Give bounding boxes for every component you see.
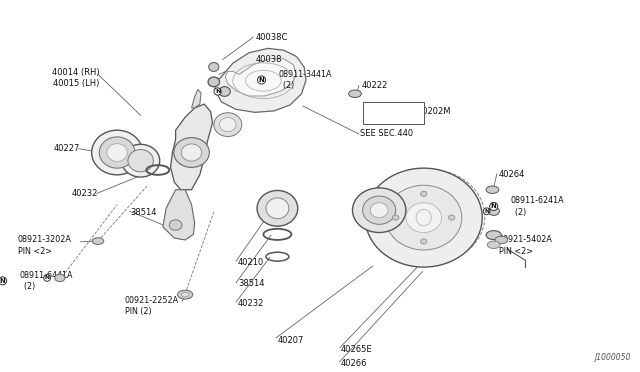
Ellipse shape (219, 87, 230, 96)
Text: N: N (259, 77, 264, 83)
Ellipse shape (220, 118, 236, 132)
Ellipse shape (349, 90, 362, 97)
Polygon shape (225, 59, 296, 96)
Text: N: N (484, 209, 489, 214)
Ellipse shape (92, 130, 143, 175)
Text: 38514: 38514 (130, 208, 156, 217)
Ellipse shape (107, 144, 127, 161)
Text: 40210: 40210 (238, 258, 264, 267)
Text: N: N (491, 203, 497, 209)
Ellipse shape (385, 185, 462, 250)
Ellipse shape (486, 231, 501, 240)
Ellipse shape (128, 150, 154, 172)
Text: 00921-5402A
PIN <2>: 00921-5402A PIN <2> (499, 235, 553, 256)
Polygon shape (163, 190, 195, 240)
Ellipse shape (353, 188, 406, 232)
Text: 40232: 40232 (238, 299, 264, 308)
Text: J1000050: J1000050 (594, 353, 630, 362)
Text: N: N (45, 275, 49, 280)
Ellipse shape (420, 191, 427, 196)
Ellipse shape (449, 215, 455, 220)
Ellipse shape (371, 203, 388, 218)
Text: 40014 (RH)
40015 (LH): 40014 (RH) 40015 (LH) (52, 68, 99, 88)
Text: 40207: 40207 (277, 336, 304, 345)
Ellipse shape (177, 290, 193, 299)
Ellipse shape (365, 168, 482, 267)
Text: 40038: 40038 (255, 55, 282, 64)
Polygon shape (191, 89, 201, 108)
Ellipse shape (266, 198, 289, 219)
Text: 40222: 40222 (362, 81, 388, 90)
Ellipse shape (406, 203, 442, 232)
Ellipse shape (486, 186, 499, 193)
Text: 40266: 40266 (341, 359, 367, 368)
Text: 40202M: 40202M (417, 107, 451, 116)
Ellipse shape (169, 220, 182, 230)
Text: 08911-3441A
  (2): 08911-3441A (2) (278, 70, 332, 90)
Ellipse shape (487, 241, 500, 248)
Polygon shape (170, 104, 212, 190)
Ellipse shape (92, 238, 104, 244)
Ellipse shape (257, 190, 298, 226)
Ellipse shape (55, 274, 65, 282)
Ellipse shape (214, 113, 242, 137)
Polygon shape (215, 48, 306, 112)
Text: N: N (0, 278, 6, 284)
Text: SEE SEC.440: SEE SEC.440 (360, 129, 413, 138)
Ellipse shape (495, 236, 508, 244)
Text: 40227: 40227 (54, 144, 80, 153)
Ellipse shape (173, 138, 209, 167)
Text: 08911-6441A
  (2): 08911-6441A (2) (19, 271, 72, 291)
Text: 40264: 40264 (499, 170, 525, 179)
Bar (364, 102, 424, 124)
Text: 40232: 40232 (72, 189, 98, 198)
Ellipse shape (181, 292, 189, 297)
Ellipse shape (420, 239, 427, 244)
Text: 40038C: 40038C (255, 33, 287, 42)
Text: 00921-2252A
PIN (2): 00921-2252A PIN (2) (125, 296, 179, 316)
Ellipse shape (122, 144, 160, 177)
Ellipse shape (181, 144, 202, 161)
Text: 38514: 38514 (238, 279, 264, 288)
Text: 08921-3202A
PIN <2>: 08921-3202A PIN <2> (18, 235, 72, 256)
Ellipse shape (208, 77, 220, 87)
Text: 08911-6241A
  (2): 08911-6241A (2) (510, 196, 564, 217)
Ellipse shape (209, 62, 219, 71)
Ellipse shape (488, 207, 499, 215)
Ellipse shape (363, 196, 396, 224)
Ellipse shape (392, 215, 399, 220)
Text: N: N (215, 89, 220, 94)
Text: 40265E: 40265E (341, 345, 372, 354)
Ellipse shape (99, 137, 135, 168)
